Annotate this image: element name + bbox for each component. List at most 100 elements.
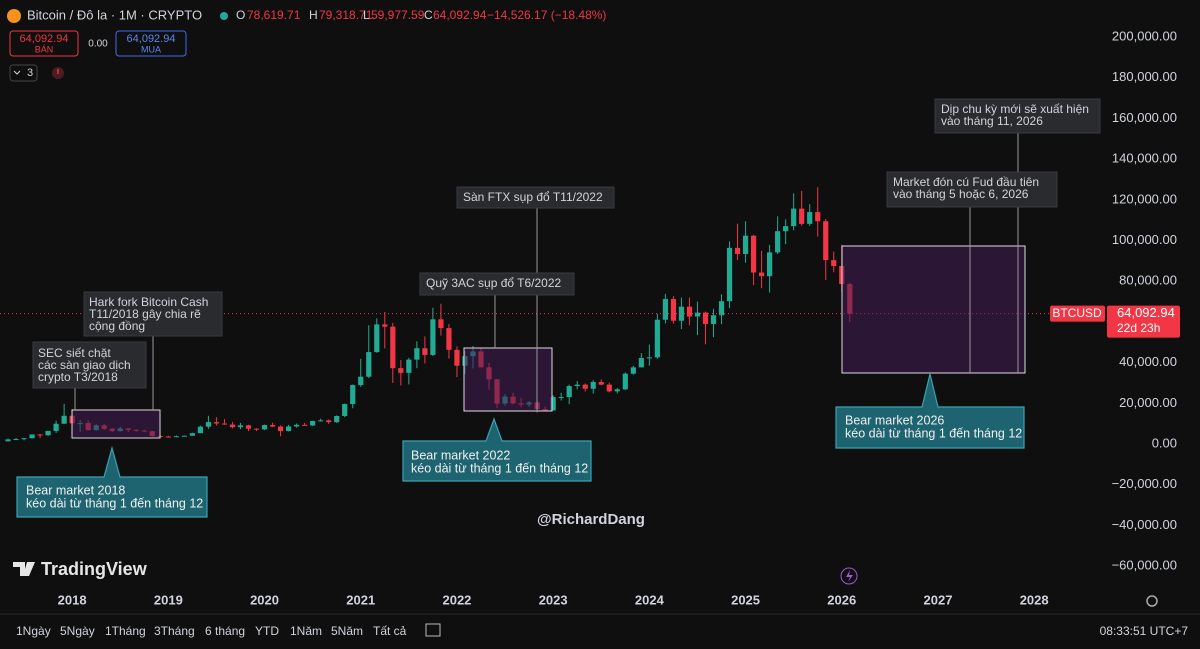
x-tick-label: 2026 <box>827 592 856 607</box>
annotation-box <box>886 171 1058 208</box>
candle-body <box>350 385 356 404</box>
annotation-text: các sàn giao dịch <box>38 358 131 372</box>
candle-body <box>29 434 35 439</box>
candle-body <box>221 423 228 425</box>
buy-button[interactable] <box>115 30 187 57</box>
calendar-icon[interactable] <box>425 623 441 637</box>
annotation-text: Quỹ 3AC sụp đổ T6/2022 <box>426 276 562 290</box>
candle-body <box>606 384 612 392</box>
annotation-text: Sàn FTX sụp đổ T11/2022 <box>463 190 603 204</box>
range-button[interactable]: 5Ngày <box>60 624 95 638</box>
market-status <box>220 12 228 20</box>
x-tick-label: 2027 <box>924 592 953 607</box>
candle-body <box>654 319 660 358</box>
candle-body <box>614 389 620 392</box>
annotation-text: Market đón cú Fud đầu tiên <box>893 175 1039 189</box>
annotation-text: Hark fork Bitcoin Cash <box>89 295 208 309</box>
settings-icon[interactable] <box>1146 595 1158 607</box>
candle-body <box>831 260 837 266</box>
candle-body <box>694 312 701 317</box>
zone-2022 <box>463 347 553 412</box>
candle-body <box>430 319 436 355</box>
range-button[interactable]: 5Năm <box>331 624 363 638</box>
range-button[interactable]: 1Ngày <box>16 624 51 638</box>
footer: 1Ngày 5Ngày 1Tháng 3Tháng 6 tháng YTD 1Năm 5Năm… <box>16 624 407 638</box>
candle-body <box>622 373 628 390</box>
callout-2022 <box>402 417 592 482</box>
lightning-icon[interactable] <box>840 567 858 585</box>
annotation-text: vào tháng 5 hoặc 6, 2026 <box>893 187 1029 201</box>
y-tick-label: 20,000.00 <box>1119 395 1177 410</box>
callout-text: Bear market 2026 <box>845 413 944 427</box>
range-button[interactable]: YTD <box>255 624 279 638</box>
symbol[interactable]: Bitcoin / Đô la · 1M · CRYPTO <box>27 7 202 22</box>
x-tick-label: 2022 <box>442 592 471 607</box>
h-label: H <box>309 8 318 22</box>
y-tick-label: 160,000.00 <box>1112 110 1177 125</box>
sell-button[interactable] <box>9 30 79 57</box>
callout-2018 <box>16 445 208 518</box>
candle-body <box>318 420 324 422</box>
annotation-box <box>934 98 1101 134</box>
range-button[interactable]: 6 tháng <box>205 624 245 638</box>
callout-text: kéo dài từ tháng 1 đến tháng 12 <box>26 496 203 510</box>
x-tick-label: 2025 <box>731 592 760 607</box>
candle-body <box>245 425 252 429</box>
l-label: L <box>363 8 370 22</box>
spread: 0.00 <box>88 39 108 50</box>
indicators-toggle[interactable] <box>9 64 38 82</box>
callout-2026 <box>835 373 1025 449</box>
annotation-text: T11/2018 gây chia rẽ <box>89 307 201 321</box>
candle-body <box>213 422 220 424</box>
candle-body <box>446 328 452 350</box>
sell-label: BÁN <box>35 44 54 54</box>
candle-body <box>302 424 308 426</box>
y-tick-label: 100,000.00 <box>1112 232 1177 247</box>
candle-body <box>261 425 268 430</box>
x-tick-label: 2019 <box>154 592 183 607</box>
candle-body <box>574 384 580 387</box>
callout-text: Bear market 2018 <box>26 483 125 497</box>
indicators-count: 3 <box>27 67 33 79</box>
annotation-text: Dịp chu kỳ mới sẽ xuất hiện <box>941 102 1089 116</box>
candle-body <box>750 235 757 273</box>
candle-body <box>598 382 604 385</box>
candle-body <box>253 428 260 430</box>
candle-body <box>791 208 797 227</box>
candle-body <box>294 424 300 427</box>
zone-2026 <box>841 245 1026 374</box>
range-button[interactable]: 3Tháng <box>154 624 195 638</box>
range-button[interactable]: Tất cả <box>373 624 407 638</box>
symbol-label: BTCUSD <box>1052 306 1102 320</box>
candle-body <box>181 435 187 437</box>
watermark: @RichardDang <box>537 511 645 528</box>
zone-2018 <box>71 409 161 439</box>
candle-body <box>45 430 51 436</box>
tv-logo <box>13 562 35 576</box>
candle-body <box>414 348 420 360</box>
candle-body <box>718 301 725 316</box>
candle-body <box>21 438 27 440</box>
candle-body <box>13 439 19 441</box>
annotation-text: cộng đồng <box>89 319 145 333</box>
y-tick-label: −20,000.00 <box>1112 476 1177 491</box>
candle-body <box>775 231 781 253</box>
candle-body <box>398 368 404 373</box>
candle-body <box>742 235 749 254</box>
candle-body <box>566 386 572 398</box>
c-value: 64,092.94 <box>433 8 487 22</box>
zones <box>16 98 1101 518</box>
candle-body <box>815 212 821 222</box>
o-label: O <box>236 8 245 22</box>
y-tick-label: −40,000.00 <box>1112 517 1177 532</box>
candle-body <box>37 434 43 436</box>
range-button[interactable]: 1Tháng <box>105 624 146 638</box>
price-tag <box>1107 305 1180 338</box>
y-tick-label: −60,000.00 <box>1112 558 1177 573</box>
candle-body <box>358 376 364 386</box>
candle-body <box>237 425 244 428</box>
candle-body <box>366 352 372 377</box>
range-button[interactable]: 1Năm <box>290 624 322 638</box>
c-label: C <box>424 8 433 22</box>
